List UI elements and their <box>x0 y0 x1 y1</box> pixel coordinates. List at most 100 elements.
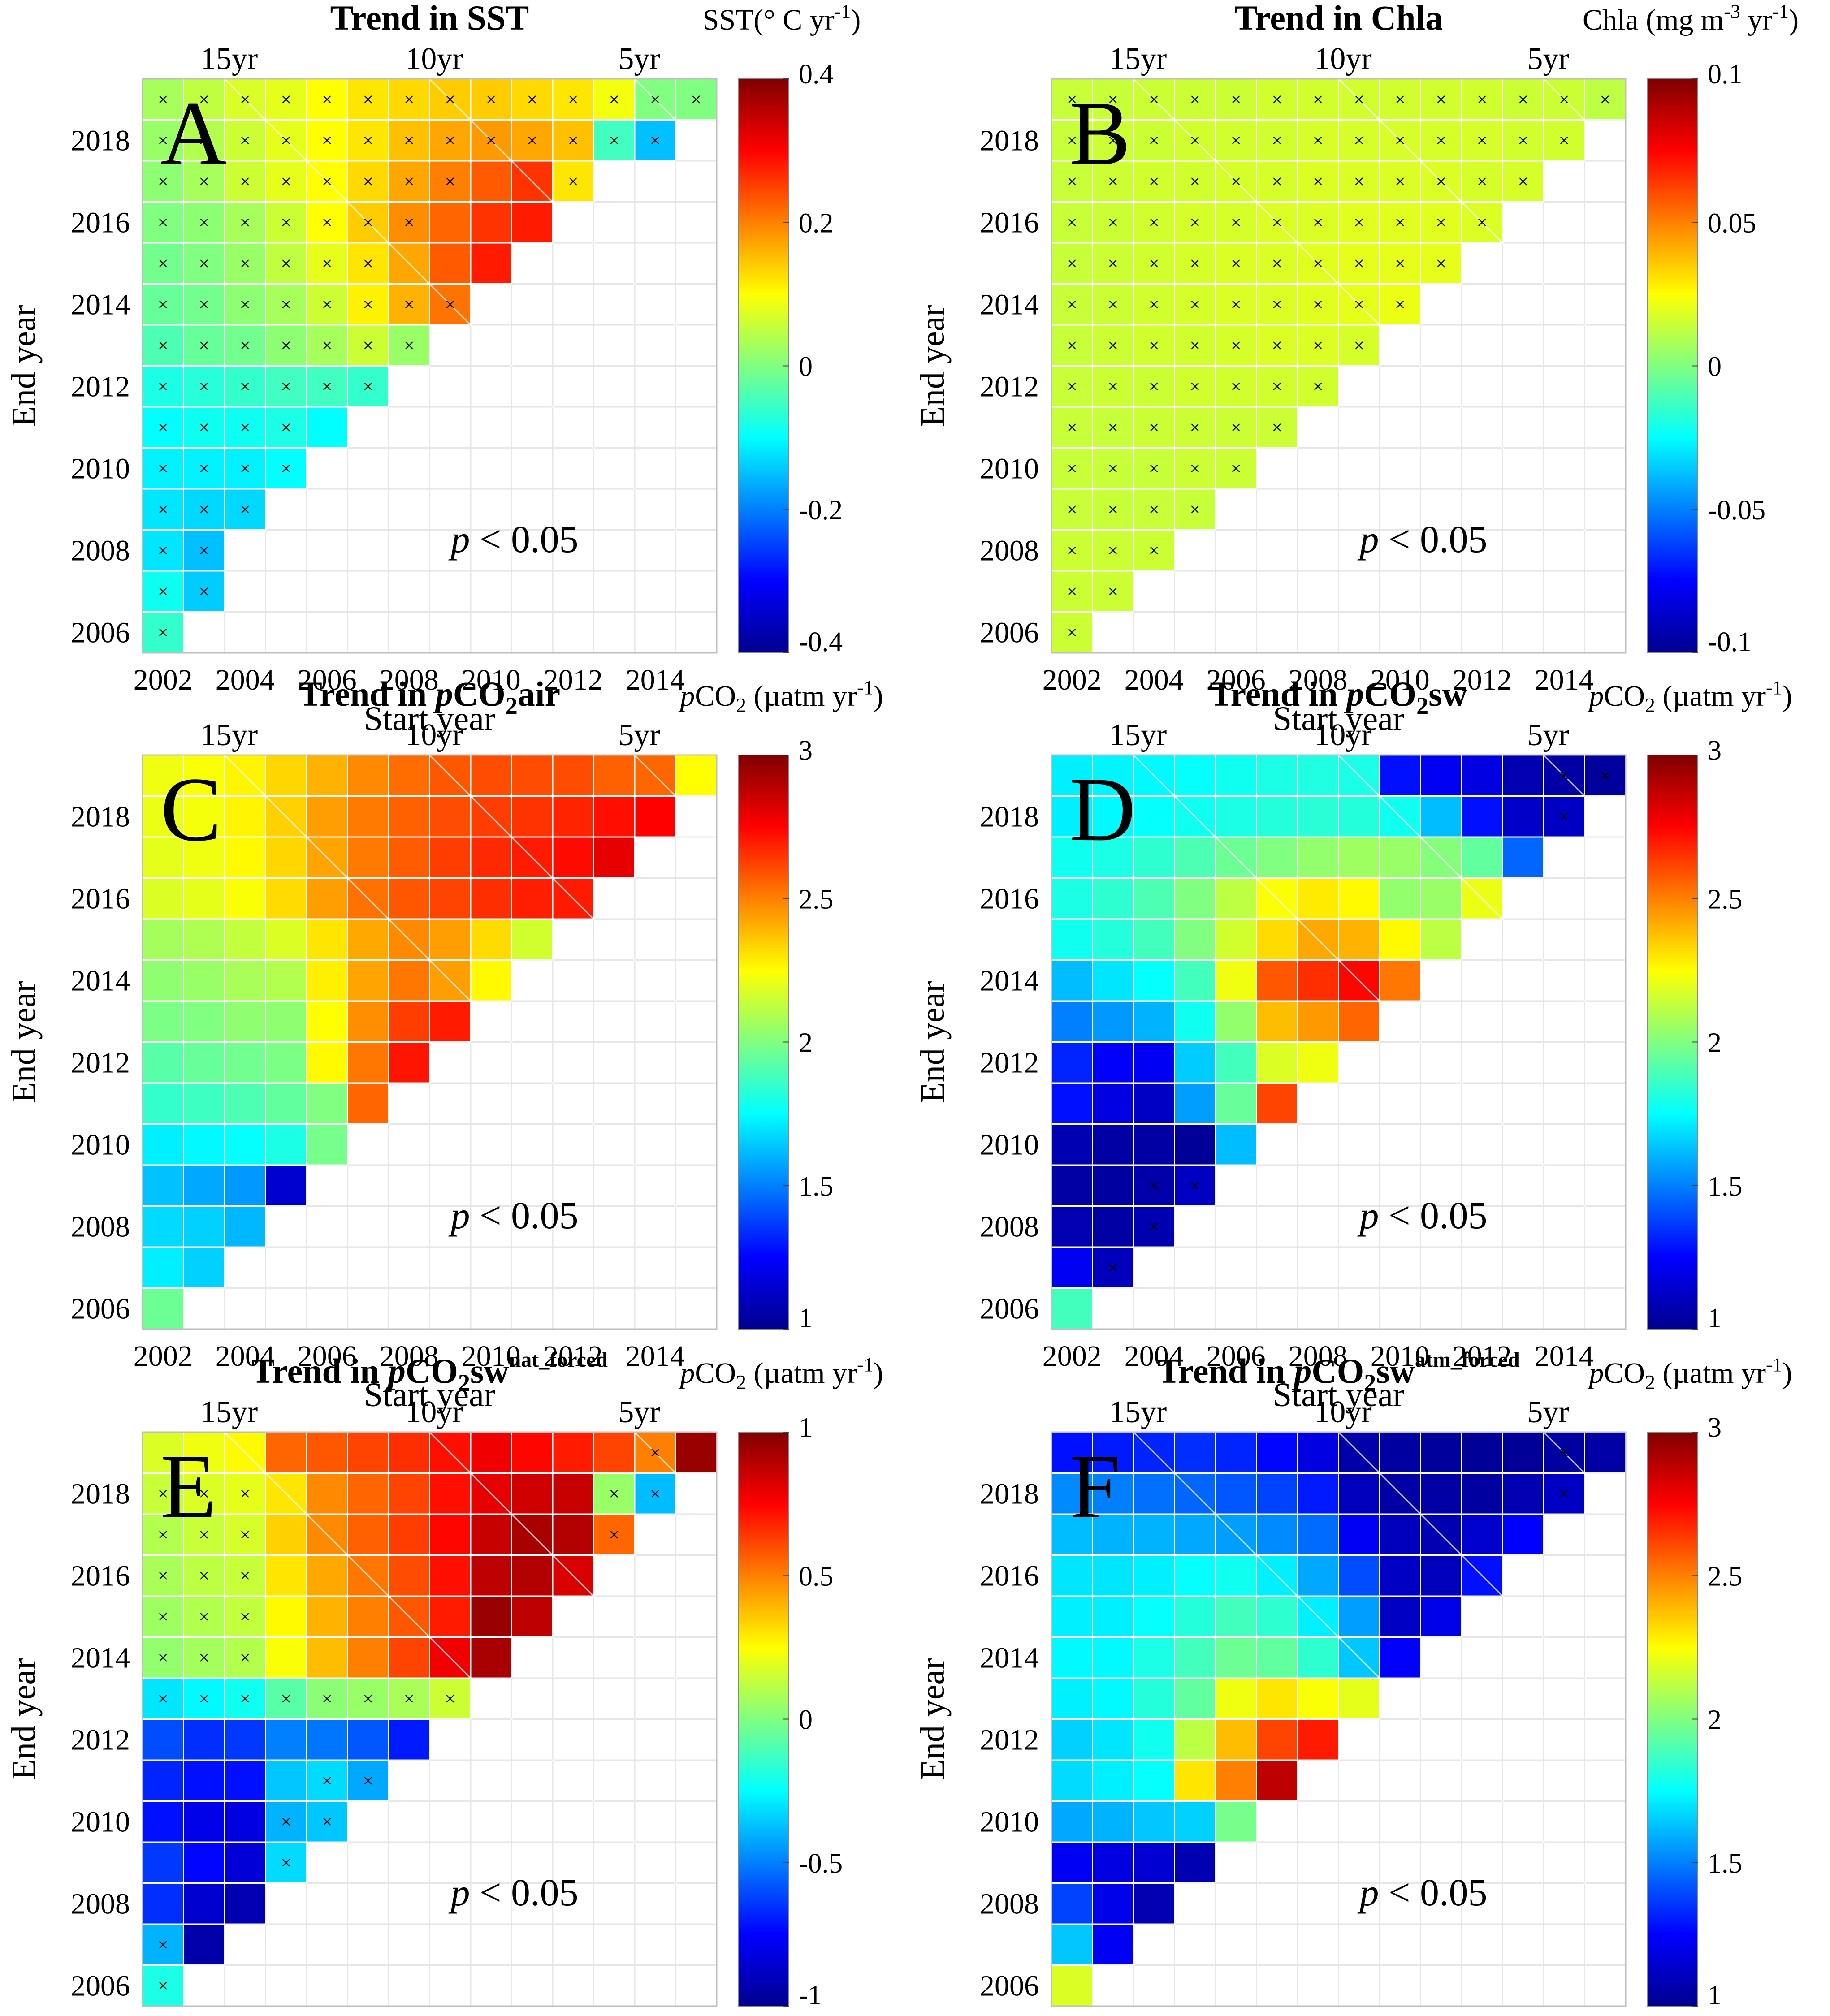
heatmap-cell <box>511 1596 553 1637</box>
significance-mark: × <box>445 172 455 192</box>
colorbar-tick-label: 1 <box>1708 1303 1722 1334</box>
window-diagonal <box>1133 1431 1627 1925</box>
cell-outline <box>388 1041 430 1084</box>
colorbar-tick-label: 3 <box>1708 1412 1722 1443</box>
significance-mark: × <box>199 1525 209 1545</box>
cell-outline <box>511 1595 554 1638</box>
significance-mark: × <box>1149 336 1159 356</box>
heatmap-cell <box>1051 1801 1093 1843</box>
y-tick-label: 2006 <box>71 1969 130 2002</box>
significance-mark: × <box>322 90 333 110</box>
heatmap-cell <box>225 1514 266 1555</box>
colorbar-tick-label: -0.1 <box>1708 627 1752 657</box>
heatmap-cell <box>1216 960 1257 1002</box>
heatmap-cell <box>1216 448 1257 489</box>
heatmap-cell <box>553 1473 594 1515</box>
heatmap-cell <box>1256 407 1298 448</box>
heatmap-cell <box>265 407 307 448</box>
cell-outline <box>1297 1718 1339 1761</box>
significance-mark: × <box>1067 458 1077 479</box>
heatmap-cell <box>347 161 389 202</box>
heatmap-cell <box>347 1596 389 1637</box>
x-tick-label: 2012 <box>1453 664 1512 696</box>
heatmap-cell <box>143 1206 184 1248</box>
significance-mark: × <box>1600 766 1610 786</box>
chart-title: Trend in SST <box>330 0 529 37</box>
significance-mark: × <box>240 376 251 397</box>
cell-outline <box>1256 1082 1298 1125</box>
heatmap-cell <box>1051 530 1093 571</box>
significance-mark: × <box>158 1648 169 1668</box>
heatmap-cell <box>183 120 225 161</box>
heatmap-cell <box>347 1083 389 1124</box>
heatmap-cells <box>143 79 717 653</box>
heatmap-cell <box>1380 755 1421 796</box>
significance-mark: × <box>1272 294 1282 315</box>
cell-outline <box>265 1164 307 1207</box>
significance-mark: × <box>1108 418 1118 438</box>
window-diagonal <box>1338 754 1627 1043</box>
significance-mark: × <box>281 212 291 233</box>
heatmap-cell <box>1133 796 1175 837</box>
significance-mark: × <box>1067 294 1077 315</box>
significance-mark: × <box>1559 807 1570 827</box>
heatmap-cell <box>389 837 430 878</box>
heatmap-cell <box>225 161 266 202</box>
cell-outline <box>1215 1123 1257 1166</box>
heatmap-cell <box>265 161 307 202</box>
heatmap-cell <box>1256 284 1298 325</box>
heatmap-cell <box>1051 1001 1093 1042</box>
heatmap-cell <box>265 1042 307 1084</box>
heatmap-cell <box>143 1514 184 1555</box>
colorbar <box>1647 1432 1698 2007</box>
y-tick-label: 2018 <box>980 1477 1039 1510</box>
heatmap-cell <box>1216 79 1257 120</box>
significance-mark: × <box>445 130 455 151</box>
significance-mark: × <box>1231 90 1242 110</box>
heatmap-cell <box>429 796 471 837</box>
significance-mark: × <box>486 130 497 151</box>
heatmap-cell <box>143 1001 184 1042</box>
heatmap-cell <box>1256 161 1298 202</box>
p-value-annotation: p < 0.05 <box>448 518 578 561</box>
heatmap-cell <box>307 1432 348 1473</box>
significance-mark: × <box>1354 254 1364 274</box>
significance-mark: × <box>1354 336 1364 356</box>
heatmap-cell <box>225 448 266 489</box>
cell-outline <box>1133 529 1175 572</box>
y-tick-label: 2016 <box>980 206 1039 239</box>
heatmap-cell <box>1092 243 1134 284</box>
window-diagonal <box>634 78 718 162</box>
heatmap-cell <box>225 489 266 530</box>
heatmap-cell <box>1420 243 1462 284</box>
y-axis-label: End year <box>5 1658 43 1780</box>
heatmap-cell <box>1051 1760 1093 1801</box>
heatmap-cell <box>1216 325 1257 366</box>
heatmap-cell <box>1298 1637 1339 1679</box>
window-length-label: 15yr <box>200 1395 258 1429</box>
colorbar-unit-label: SST(° C yr-1) <box>703 0 861 36</box>
colorbar-unit-label: pCO2 (µatm yr-1) <box>1587 1354 1792 1394</box>
significance-mark: × <box>158 540 169 561</box>
heatmap-cell <box>1380 878 1421 920</box>
cell-outline <box>1092 1246 1134 1289</box>
y-tick-label: 2006 <box>71 616 130 649</box>
heatmap-cell <box>675 79 717 120</box>
heatmap-cell <box>347 919 389 960</box>
heatmap-cell <box>347 243 389 284</box>
heatmap-cell <box>347 755 389 796</box>
heatmap-cell <box>265 243 307 284</box>
significance-mark: × <box>199 458 209 479</box>
heatmap-cell <box>1420 120 1462 161</box>
significance-mark: × <box>527 90 537 110</box>
significance-mark: × <box>1231 254 1242 274</box>
y-tick-label: 2008 <box>980 534 1039 567</box>
heatmap-cell <box>1174 1637 1216 1679</box>
heatmap-cell <box>389 1637 430 1679</box>
x-tick-label: 2006 <box>298 664 357 696</box>
heatmap-cell <box>1133 919 1175 960</box>
heatmap-cell <box>1338 1555 1380 1597</box>
cell-outline <box>183 570 225 613</box>
cell-outline <box>1215 447 1257 490</box>
significance-mark: × <box>1313 294 1324 315</box>
